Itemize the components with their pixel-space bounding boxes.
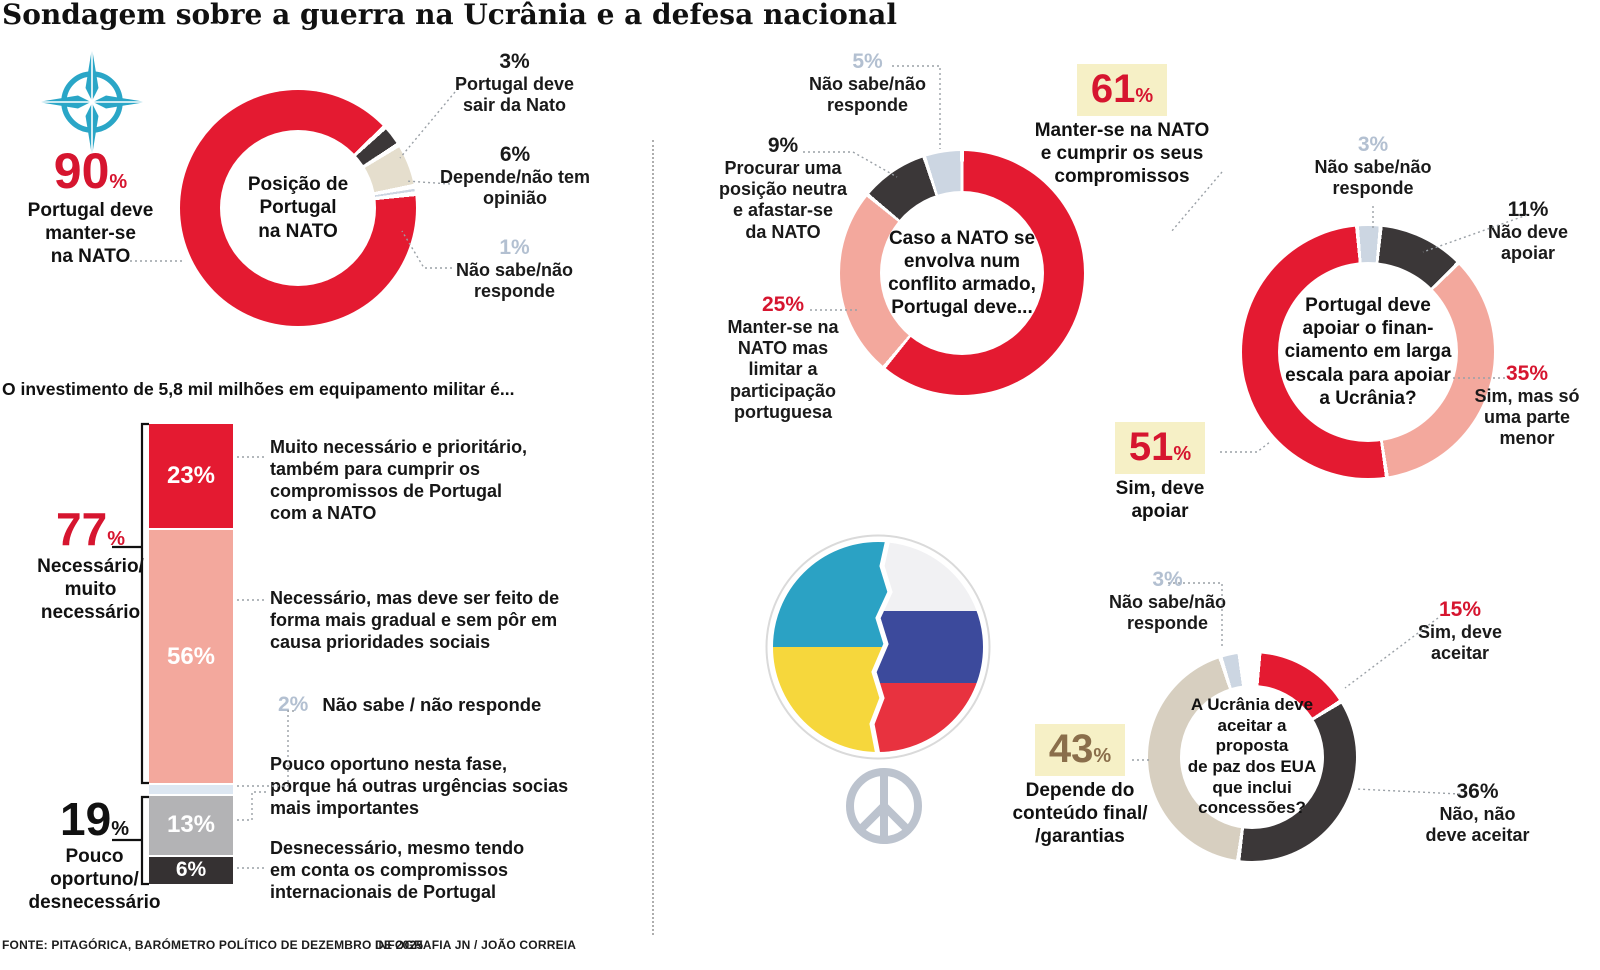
donut-posicao-portugal-nato: Posição de Portugal na NATO xyxy=(180,90,416,326)
stat-label: Sim, deve apoiar xyxy=(1115,478,1205,522)
stat-label: Depende do conteúdo final/ /garantias xyxy=(1012,780,1148,847)
bar-desc-desnecessario: Desnecessário, mesmo tendo em conta os c… xyxy=(270,838,525,902)
stat-value: 43 xyxy=(1048,727,1094,771)
bar-segment: 13% xyxy=(149,796,233,855)
label-text: Sim, deve aceitar xyxy=(1417,622,1503,664)
peace-icon xyxy=(846,768,922,844)
percent-value: 25% xyxy=(761,293,805,316)
bar-segment: 56% xyxy=(149,530,233,784)
footer-source: FONTE: PITAGÓRICA, BARÓMETRO POLÍTICO DE… xyxy=(2,938,424,952)
stat-90-manter-nato: 90% Portugal deve manter-se na NATO xyxy=(8,146,173,268)
label-text: Não sabe/não responde xyxy=(1314,157,1432,199)
label-text: Não sabe/não responde xyxy=(808,74,927,116)
stat-43-depende: 43% Depende do conteúdo final/ /garantia… xyxy=(1000,724,1160,848)
ukraine-russia-flags-illustration xyxy=(765,534,991,844)
page-title: Sondagem sobre a guerra na Ucrânia e a d… xyxy=(2,0,897,31)
stat-value: 51 xyxy=(1128,425,1174,469)
label-posicao-neutra: 9% Procurar uma posição neutra e afastar… xyxy=(713,134,853,243)
label-sair-da-nato: 3% Portugal deve sair da Nato xyxy=(437,50,592,116)
bar-segment xyxy=(149,785,233,795)
percent-value: 2% xyxy=(278,693,309,716)
stat-value: 77 xyxy=(56,503,108,555)
percent-value: 3% xyxy=(499,50,530,73)
donut-center: Posição de Portugal na NATO xyxy=(220,130,376,286)
stat-unit: % xyxy=(107,528,125,550)
donut-proposta-paz-eua: A Ucrânia deve aceitar a proposta de paz… xyxy=(1148,653,1356,861)
label-text: Não sabe / não responde xyxy=(322,694,542,715)
percent-value: 9% xyxy=(767,134,799,157)
stat-unit: % xyxy=(111,818,129,840)
bar-chart-title: O investimento de 5,8 mil milhões em equ… xyxy=(2,379,515,399)
percent-value: 3% xyxy=(1152,568,1183,591)
donut-center: Caso a NATO se envolva num conflito arma… xyxy=(880,191,1044,355)
highlight-box: 43% xyxy=(1034,724,1126,776)
label-nao-sabe-5: 5% Não sabe/não responde xyxy=(790,50,945,116)
stat-value: 19 xyxy=(60,793,112,845)
label-nao-deve-aceitar: 36% Não, não deve aceitar xyxy=(1395,780,1560,846)
percent-value: 6% xyxy=(499,143,531,166)
donut-financiamento-ucrania: Portugal deve apoiar o finan- ciamento e… xyxy=(1242,226,1494,478)
label-text: Não sabe/não responde xyxy=(1108,592,1227,634)
donut-question: Posição de Portugal na NATO xyxy=(247,174,349,242)
percent-value: 15% xyxy=(1438,598,1482,621)
stat-unit: % xyxy=(1135,85,1154,107)
footer-credit: INFOGRAFIA JN / JOÃO CORREIA xyxy=(375,938,577,952)
label-text: Não, não deve aceitar xyxy=(1425,804,1530,846)
donut-question: Caso a NATO se envolva num conflito arma… xyxy=(888,227,1036,319)
bar-label-nao-sabe: 2% Não sabe / não responde xyxy=(278,693,541,717)
section-divider xyxy=(652,140,654,935)
label-deve-aceitar: 15% Sim, deve aceitar xyxy=(1390,598,1530,664)
label-depende-opiniao: 6% Depende/não tem opinião xyxy=(430,143,600,209)
label-nao-sabe-3b: 3% Não sabe/não responde xyxy=(1303,133,1443,199)
stat-61-manter-nato: 61% Manter-se na NATO e cumprir os seus … xyxy=(1012,64,1232,188)
stacked-bar: 23% 56% 13% 6% xyxy=(149,424,233,886)
bar-desc-pouco-oportuno: Pouco oportuno nesta fase, porque há out… xyxy=(270,754,569,818)
stat-label: Manter-se na NATO e cumprir os seus comp… xyxy=(1034,120,1210,187)
percent-value: 5% xyxy=(852,50,883,73)
percent-value: 35% xyxy=(1505,362,1549,385)
stat-77-necessario: 77% Necessário/ muito necessário xyxy=(8,506,173,624)
bar-desc-muito-necessario: Muito necessário e prioritário, também p… xyxy=(270,437,528,523)
stat-label: Portugal deve manter-se na NATO xyxy=(27,200,154,267)
highlight-box: 51% xyxy=(1114,422,1206,474)
label-text: Portugal deve sair da Nato xyxy=(454,74,575,116)
label-text: Sim, mas só uma parte menor xyxy=(1474,386,1580,449)
stat-label: Necessário/ muito necessário xyxy=(37,556,144,623)
donut-center: A Ucrânia deve aceitar a proposta de paz… xyxy=(1180,685,1324,829)
label-text: Não deve apoiar xyxy=(1487,222,1569,264)
percent-value: 36% xyxy=(1456,780,1499,803)
label-limitar-participacao: 25% Manter-se na NATO mas limitar a part… xyxy=(713,293,853,423)
stat-unit: % xyxy=(1173,443,1192,465)
donut-conflito-armado: Caso a NATO se envolva num conflito arma… xyxy=(840,151,1084,395)
stat-value: 90 xyxy=(53,143,110,199)
donut-question: Portugal deve apoiar o finan- ciamento e… xyxy=(1284,295,1452,409)
highlight-box: 61% xyxy=(1076,64,1168,116)
stat-unit: % xyxy=(109,171,128,193)
label-nao-sabe-1: 1% Não sabe/não responde xyxy=(437,236,592,302)
bar-segment: 6% xyxy=(149,856,233,884)
stat-value: 61 xyxy=(1090,67,1136,111)
donut-question: A Ucrânia deve aceitar a proposta de paz… xyxy=(1187,694,1317,818)
stat-51-deve-apoiar: 51% Sim, deve apoiar xyxy=(1095,422,1225,524)
label-parte-menor: 35% Sim, mas só uma parte menor xyxy=(1452,362,1600,450)
label-text: Manter-se na NATO mas limitar a particip… xyxy=(727,317,839,422)
percent-value: 3% xyxy=(1357,133,1389,156)
stat-label: Pouco oportuno/ desnecessário xyxy=(28,846,161,913)
nato-logo-icon xyxy=(38,48,146,156)
stat-unit: % xyxy=(1093,745,1112,767)
stat-19-pouco-oportuno: 19% Pouco oportuno/ desnecessário xyxy=(12,796,177,914)
percent-value: 11% xyxy=(1507,198,1549,221)
bar-segment: 23% xyxy=(149,424,233,528)
label-text: Depende/não tem opinião xyxy=(439,167,591,209)
label-nao-sabe-3c: 3% Não sabe/não responde xyxy=(1090,568,1245,634)
label-text: Procurar uma posição neutra e afastar-se… xyxy=(718,158,848,242)
label-text: Não sabe/não responde xyxy=(455,260,574,302)
donut-center: Portugal deve apoiar o finan- ciamento e… xyxy=(1278,262,1458,442)
percent-value: 1% xyxy=(499,236,530,259)
label-nao-deve-apoiar: 11% Não deve apoiar xyxy=(1458,198,1598,264)
bar-desc-necessario-gradual: Necessário, mas deve ser feito de forma … xyxy=(270,588,560,652)
